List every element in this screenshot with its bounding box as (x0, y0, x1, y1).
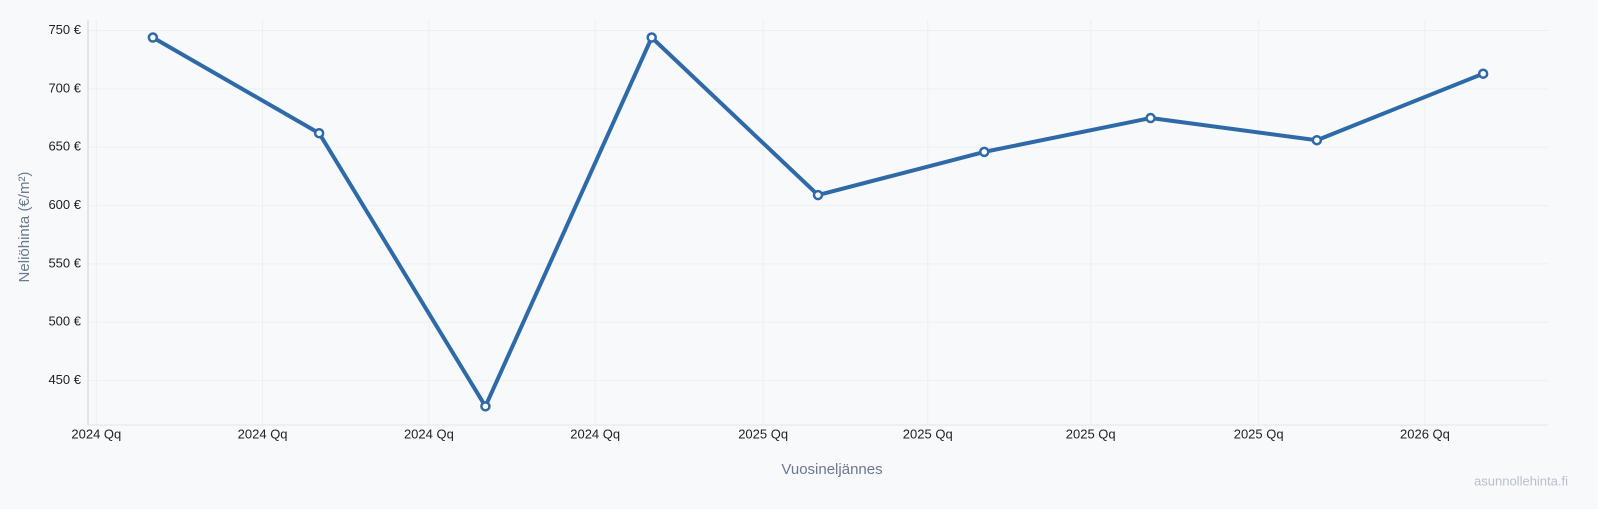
y-tick-label: 650 € (48, 139, 81, 154)
point (147, 32, 159, 43)
point (313, 127, 325, 139)
x-tick-label: 2024 Qq (238, 426, 288, 441)
y-tick-label: 500 € (48, 314, 81, 329)
point (812, 189, 824, 201)
x-tick-label: 2025 Qq (1066, 426, 1116, 441)
watermark: asunnollehinta.fi (1474, 473, 1568, 488)
x-axis-label: Vuosineljännes (781, 461, 882, 478)
x-tick-label: 2025 Qq (903, 426, 953, 441)
x-tick-label: 2026 Qq (1400, 426, 1450, 441)
x-tick-label: 2024 Qq (71, 426, 121, 441)
y-tick-label: 600 € (48, 197, 81, 212)
y-tick-label: 450 € (48, 372, 81, 387)
x-tick-label: 2025 Qq (1234, 426, 1284, 441)
point (646, 32, 657, 43)
point (1477, 68, 1489, 79)
point (1311, 134, 1323, 146)
point (1145, 112, 1156, 124)
point (979, 146, 990, 158)
x-tick-label: 2025 Qq (738, 426, 788, 441)
point (480, 401, 491, 412)
y-tick-label: 550 € (48, 255, 81, 270)
x-tick-label: 2024 Qq (404, 426, 454, 441)
y-tick-label: 750 € (48, 22, 81, 37)
y-tick-label: 700 € (48, 80, 81, 95)
y-axis-label: Neliöhinta (€/m²) (16, 172, 33, 283)
x-tick-label: 2024 Qq (570, 426, 620, 441)
